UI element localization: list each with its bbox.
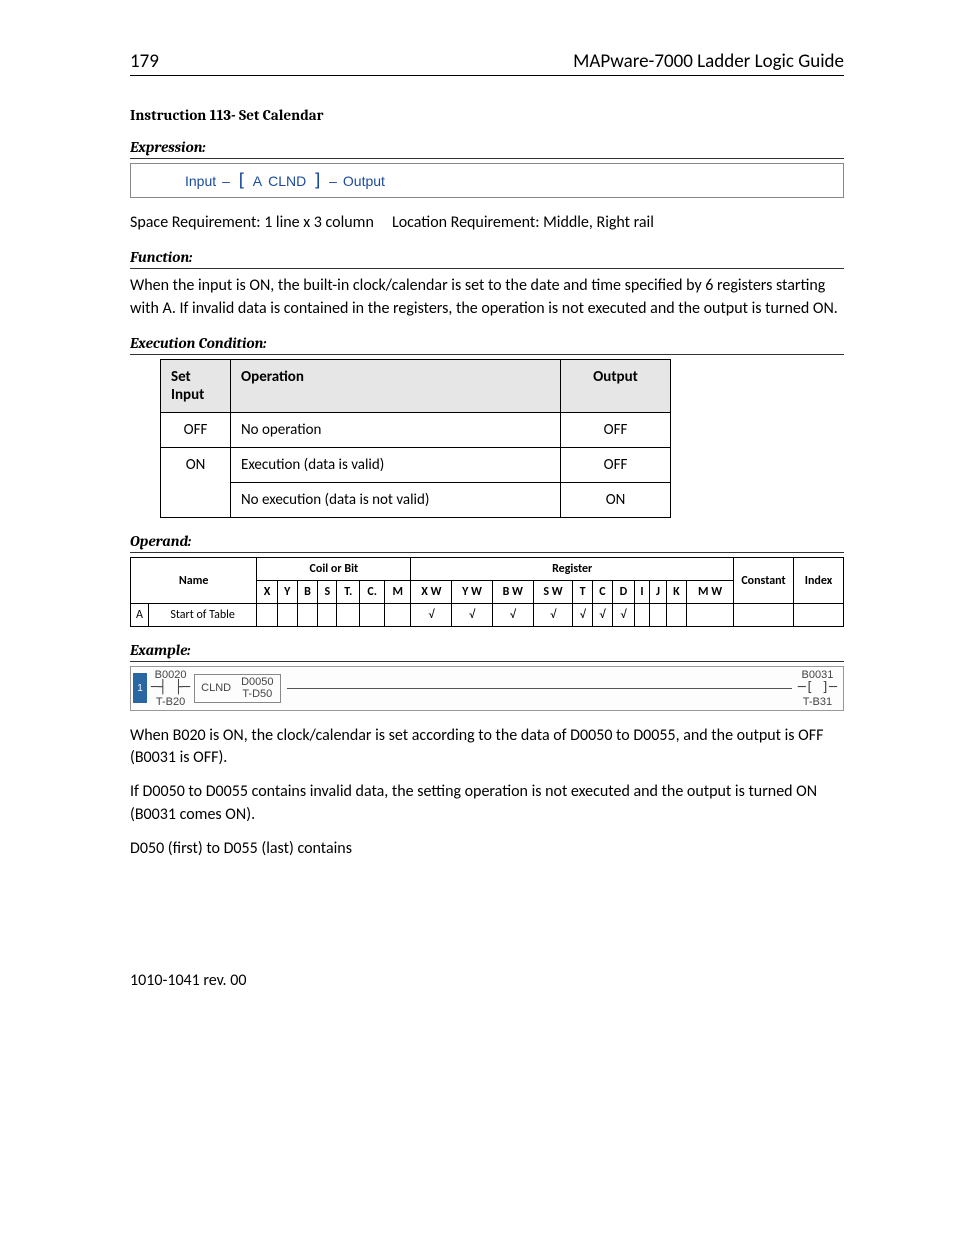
exec-cell: OFF [161, 413, 231, 448]
operand-col: C. [360, 581, 385, 604]
coil-icon: ─[ ]─ [798, 681, 837, 695]
exec-cell: ON [161, 448, 231, 518]
exec-cell: ON [561, 483, 671, 518]
function-text: When the input is ON, the built-in clock… [130, 275, 844, 320]
operand-col: B [297, 581, 318, 604]
bracket-left-icon: [ [236, 170, 247, 191]
operand-cell: √ [492, 604, 533, 627]
contact-icon: ─┤ ├─ [151, 681, 190, 695]
expr-output: Output [343, 173, 385, 189]
operand-cell [385, 604, 411, 627]
operand-cell [277, 604, 297, 627]
example-text-1: When B020 is ON, the clock/calendar is s… [130, 725, 844, 770]
operand-col: T. [337, 581, 360, 604]
operand-col: J [650, 581, 667, 604]
operand-col: S [318, 581, 337, 604]
operand-cell: √ [612, 604, 634, 627]
operand-col: T [573, 581, 593, 604]
operand-col: Y [277, 581, 297, 604]
space-requirement: Space Requirement: 1 line x 3 column [130, 213, 374, 232]
operand-col: M [385, 581, 411, 604]
contact-tag: T-B20 [151, 696, 190, 708]
operand-name-header: Name [131, 558, 257, 604]
exec-cond-label: Execution Condition: [130, 334, 844, 355]
exec-header-set: Set Input [161, 360, 231, 413]
expr-mnemonic: CLND [268, 173, 306, 189]
exec-cell: OFF [561, 448, 671, 483]
expression-label: Expression: [130, 138, 844, 159]
operand-cell [360, 604, 385, 627]
instruction-block: CLND D0050 T-D50 [194, 674, 280, 702]
contact-element: B0020 ─┤ ├─ T-B20 [151, 669, 190, 707]
exec-cell: No operation [231, 413, 561, 448]
operand-col: M W [687, 581, 734, 604]
requirements-line: Space Requirement: 1 line x 3 column Loc… [130, 212, 844, 234]
operand-table: Name Coil or Bit Register Constant Index… [130, 557, 844, 627]
coil-tag: T-B31 [798, 696, 837, 708]
operand-cell [634, 604, 649, 627]
exec-cell: OFF [561, 413, 671, 448]
page-number: 179 [130, 50, 159, 73]
operand-label: Operand: [130, 532, 844, 553]
operand-cell [794, 604, 844, 627]
instr-op-tag: T-D50 [241, 688, 273, 700]
instr-op-addr: D0050 [241, 676, 273, 688]
exec-header-out: Output [561, 360, 671, 413]
exec-header-op: Operation [231, 360, 561, 413]
operand-cell: √ [411, 604, 452, 627]
operand-cell: √ [452, 604, 492, 627]
operand-col: K [666, 581, 686, 604]
operand-col: X [257, 581, 277, 604]
operand-col: I [634, 581, 649, 604]
expression-box: Input – [ A CLND ] – Output [130, 163, 844, 198]
operand-cell: √ [592, 604, 612, 627]
rung-line [287, 688, 792, 689]
operand-col: D [612, 581, 634, 604]
rung-number: 1 [133, 673, 147, 703]
operand-group-reg: Register [411, 558, 734, 581]
doc-title: MAPware-7000 Ladder Logic Guide [573, 50, 844, 73]
operand-cell [297, 604, 318, 627]
operand-row-idx: A [131, 604, 149, 627]
expr-input: Input [185, 173, 216, 189]
page-header: 179 MAPware-7000 Ladder Logic Guide [130, 50, 844, 76]
operand-col: Y W [452, 581, 492, 604]
table-row: A Start of Table √ √ √ √ √ √ √ [131, 604, 844, 627]
instr-mnemonic: CLND [201, 682, 231, 694]
operand-cell [734, 604, 794, 627]
instruction-title: Instruction 113- Set Calendar [130, 106, 844, 124]
expr-operand-a: A [253, 173, 262, 189]
operand-col: X W [411, 581, 452, 604]
exec-cond-table: Set Input Operation Output OFF No operat… [160, 359, 671, 518]
operand-group-const: Constant [734, 558, 794, 604]
operand-cell [650, 604, 667, 627]
example-label: Example: [130, 641, 844, 662]
footer-rev: 1010-1041 rev. 00 [130, 971, 844, 990]
operand-row-name: Start of Table [149, 604, 257, 627]
coil-element: B0031 ─[ ]─ T-B31 [798, 669, 837, 707]
operand-cell [337, 604, 360, 627]
operand-col: B W [492, 581, 533, 604]
operand-group-coil: Coil or Bit [257, 558, 411, 581]
operand-cell [687, 604, 734, 627]
exec-cell: Execution (data is valid) [231, 448, 561, 483]
operand-cell: √ [573, 604, 593, 627]
operand-cell [257, 604, 277, 627]
table-row: No execution (data is not valid) ON [161, 483, 671, 518]
operand-group-index: Index [794, 558, 844, 604]
operand-col: C [592, 581, 612, 604]
table-row: OFF No operation OFF [161, 413, 671, 448]
operand-cell [666, 604, 686, 627]
exec-cell: No execution (data is not valid) [231, 483, 561, 518]
example-text-2: If D0050 to D0055 contains invalid data,… [130, 781, 844, 826]
function-label: Function: [130, 248, 844, 269]
operand-cell: √ [533, 604, 573, 627]
bracket-right-icon: ] [312, 170, 323, 191]
table-row: ON Execution (data is valid) OFF [161, 448, 671, 483]
example-diagram: 1 B0020 ─┤ ├─ T-B20 CLND D0050 T-D50 B00… [130, 666, 844, 710]
location-requirement: Location Requirement: Middle, Right rail [392, 213, 654, 232]
example-text-3: D050 (first) to D055 (last) contains [130, 838, 844, 860]
operand-col: S W [533, 581, 573, 604]
operand-cell [318, 604, 337, 627]
